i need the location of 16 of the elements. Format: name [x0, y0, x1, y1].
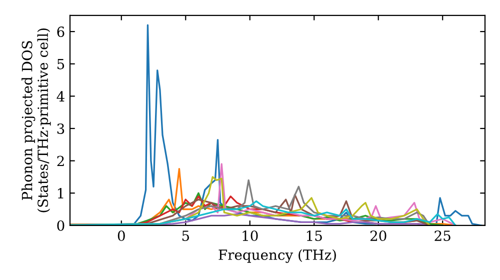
x-tick-label: 15	[306, 230, 322, 242]
x-tick-label: 10	[242, 230, 258, 242]
y-axis-title: Phonon projected DOS (States/THz·primitive cell)	[22, 28, 51, 212]
x-tick-label: 20	[370, 230, 386, 242]
x-tick-label: 25	[434, 230, 450, 242]
x-axis-title: Frequency (THz)	[218, 249, 336, 263]
line-series	[70, 200, 456, 226]
y-tick-label: 4	[56, 91, 64, 102]
y-tick-label: 3	[57, 123, 64, 134]
x-tick-label: 0	[118, 230, 125, 242]
x-tick-label: 5	[182, 230, 189, 242]
y-tick-label: 6	[57, 26, 64, 38]
y-tick-label: 5	[57, 59, 64, 70]
y-tick-label: 1	[58, 188, 64, 198]
y-tick-label: 0	[57, 220, 64, 231]
y-tick-label: 2	[57, 156, 64, 166]
